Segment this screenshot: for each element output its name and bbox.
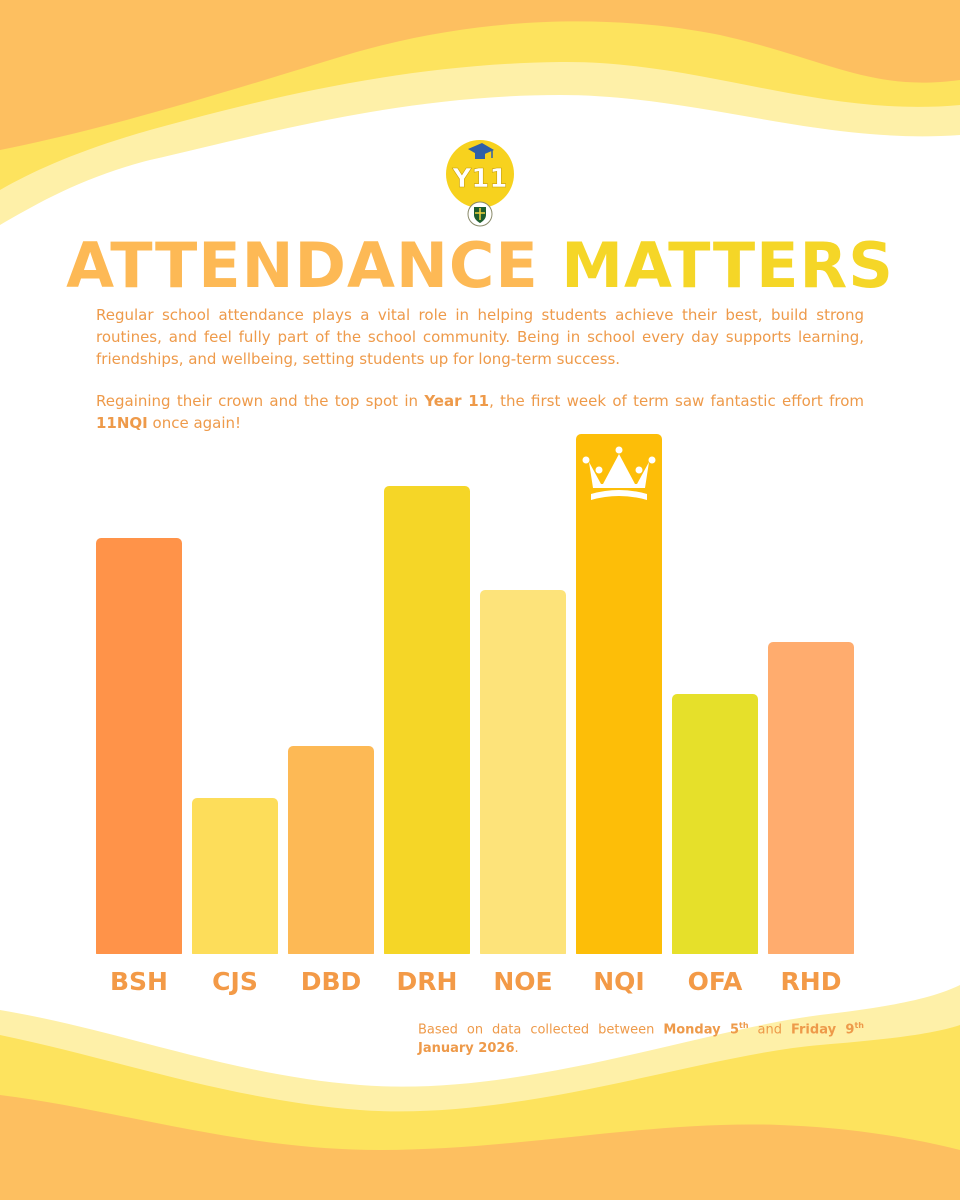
bar-label-drh: DRH: [397, 967, 458, 996]
top-wave-orange: [0, 0, 960, 150]
title-matters: MATTERS: [561, 229, 894, 302]
bar-nqi: [576, 434, 662, 958]
bar-label-rhd: RHD: [781, 967, 842, 996]
school-crest-icon: [467, 201, 493, 227]
data-footnote: Based on data collected between Monday 5…: [418, 1021, 864, 1057]
bar-label-cjs: CJS: [212, 967, 258, 996]
bar-baseline-mask: [671, 954, 759, 959]
bar-dbd: [288, 746, 374, 958]
title-attendance: ATTENDANCE: [66, 229, 539, 302]
bar-label-nqi: NQI: [593, 967, 644, 996]
bar-baseline-mask: [287, 954, 375, 959]
intro-text: Regular school attendance plays a vital …: [96, 304, 864, 454]
year-11-highlight: Year 11: [424, 392, 490, 410]
bar-cjs: [192, 798, 278, 958]
logo-circle: [446, 140, 514, 208]
bar-baseline-mask: [575, 954, 663, 959]
bottom-wave-orange: [0, 1095, 960, 1200]
bar-drh: [384, 486, 470, 958]
bar-baseline-mask: [479, 954, 567, 959]
bar-baseline-mask: [383, 954, 471, 959]
form-highlight: 11NQI: [96, 414, 148, 432]
intro-paragraph-1: Regular school attendance plays a vital …: [96, 306, 864, 368]
bar-label-ofa: OFA: [688, 967, 743, 996]
intro-paragraph-2: Regaining their crown and the top spot i…: [96, 392, 864, 432]
bar-label-bsh: BSH: [110, 967, 168, 996]
bar-label-noe: NOE: [493, 967, 552, 996]
page-title: ATTENDANCE MATTERS: [0, 226, 960, 306]
bar-baseline-mask: [191, 954, 279, 959]
bar-bsh: [96, 538, 182, 958]
crown-icon: [582, 446, 656, 500]
school-logo: Y11: [446, 140, 514, 227]
bar-rhd: [768, 642, 854, 958]
graduation-cap-icon: [468, 143, 494, 159]
bar-ofa: [672, 694, 758, 958]
bar-baseline-mask: [95, 954, 183, 959]
bar-baseline-mask: [767, 954, 855, 959]
bar-noe: [480, 590, 566, 958]
logo-text: Y11: [451, 164, 507, 194]
bar-label-dbd: DBD: [301, 967, 362, 996]
